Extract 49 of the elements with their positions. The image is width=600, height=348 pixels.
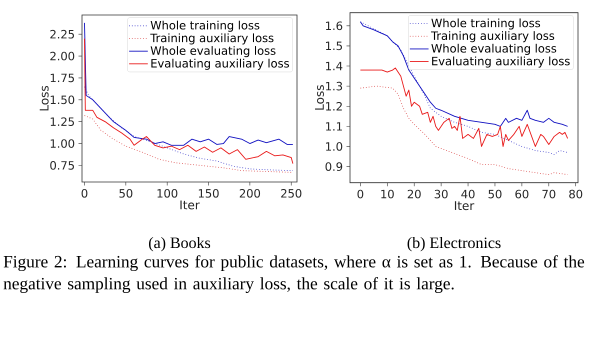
x-tick-label: 0: [357, 190, 364, 198]
y-tick-label: 1.25: [50, 117, 74, 126]
y-tick-label: 1.4: [326, 62, 342, 70]
x-tick-label: 50: [119, 189, 132, 198]
x-tick-label: 200: [240, 189, 260, 198]
legend-label: Whole evaluating loss: [431, 44, 556, 55]
x-tick-label: 0: [82, 189, 88, 198]
y-axis-title: Loss: [40, 86, 49, 110]
legend-label: Whole training loss: [431, 18, 540, 30]
line-series: [360, 68, 568, 147]
legend-label: Whole evaluating loss: [150, 46, 276, 58]
x-tick-label: 70: [542, 190, 556, 198]
x-tick-label: 100: [158, 189, 178, 198]
x-tick-label: 250: [281, 189, 302, 198]
y-tick-label: 0.75: [50, 161, 74, 170]
legend-label: Training auxiliary loss: [150, 33, 274, 44]
x-tick-label: 80: [569, 190, 582, 198]
text: (a) Books: [148, 236, 210, 252]
x-tick-label: 40: [461, 190, 475, 198]
caption: Figure 2: Learning curves for public datasets, where α is set as 1. Because of the negative sampling used in auxiliary loss, the scale of it is large.: [4, 255, 584, 293]
y-tick-label: 0.9: [326, 162, 342, 171]
x-tick-label: 60: [515, 190, 528, 198]
x-tick-label: 50: [488, 190, 502, 198]
line-series: [84, 22, 294, 146]
y-axis-title: Loss: [315, 85, 324, 110]
y-tick-label: 1.5: [326, 42, 342, 50]
y-tick-label: 1.75: [50, 74, 74, 82]
legend-label: Evaluating auxiliary loss: [432, 56, 570, 68]
x-tick-label: 20: [408, 190, 421, 198]
y-tick-label: 2.00: [50, 52, 74, 60]
y-tick-label: 1.3: [326, 82, 342, 90]
x-axis-title: Iter: [180, 200, 200, 210]
legend-label: Training auxiliary loss: [430, 31, 554, 42]
y-tick-label: 2.25: [50, 30, 74, 39]
x-tick-label: 150: [198, 189, 219, 198]
legend-label: Evaluating auxiliary loss: [151, 58, 289, 70]
x-tick-label: 30: [434, 190, 448, 198]
line-series: [360, 86, 568, 176]
line-series: [84, 115, 294, 173]
legend-label: Whole training loss: [150, 20, 260, 32]
y-tick-label: 1.2: [326, 102, 342, 110]
y-tick-label: 1.00: [50, 139, 74, 148]
y-tick-label: 1.6: [326, 21, 342, 30]
y-tick-label: 1.0: [326, 142, 342, 151]
text: (b) Electronics: [408, 236, 501, 252]
y-tick-label: 1.1: [326, 122, 342, 131]
x-tick-label: 10: [381, 190, 394, 198]
x-axis-title: Iter: [454, 201, 474, 210]
y-tick-label: 1.50: [50, 95, 74, 104]
